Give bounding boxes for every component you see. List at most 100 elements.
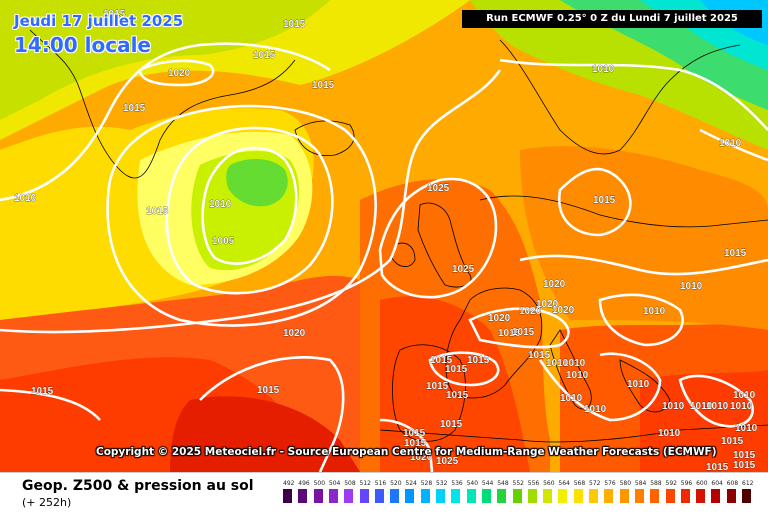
scale-label: 520 [390,480,402,487]
isobar-1025-britain [378,177,498,299]
isobar-label: 1015 [706,462,729,472]
isobar-label: 1010 [560,393,583,404]
scale-swatch [589,489,598,503]
scale-label: 564 [558,480,570,487]
isobar-1015-africa [379,418,434,472]
scale-label: 556 [527,480,540,487]
isobar-label: 1010 [592,64,615,75]
isobar-1010-balkans [598,293,684,347]
isobar-label: 1025 [427,183,450,194]
scale-swatch [344,489,354,503]
balkans-coast [619,359,671,413]
scale-swatch [359,489,369,503]
isobar-label: 1010 [627,379,650,390]
isobar-label: 1020 [536,299,559,310]
isobar-label: 1010 [643,306,666,317]
isobar-label: 1015 [440,419,463,430]
isobar-label: 1015 [312,80,335,91]
isobar-label: 1010 [730,401,753,412]
isobar-1015-low [106,104,377,327]
scale-label: 504 [328,480,341,487]
iceland-coast [294,120,355,157]
isobar-label: 1015 [721,436,744,447]
isobar-label: 1015 [498,328,521,339]
scale-label: 524 [405,480,417,487]
isobar-label: 1015 [528,350,551,361]
forecast-local-time: 14:00 locale [14,33,151,57]
field-darkred-south [170,396,360,472]
isobar-label: 1015 [512,327,535,338]
scale-label: 496 [298,480,310,487]
isobar-label: 1010 [733,390,756,401]
scale-swatch [619,489,629,503]
scale-label: 540 [466,480,479,487]
iberia-coast [392,344,466,442]
scale-swatch [573,489,583,503]
isobar-1015-scandinavia [557,167,632,237]
scale-swatch [680,489,690,503]
field-title: Geop. Z500 & pression au sol [22,478,254,494]
isobars [0,42,768,472]
scale-label: 576 [604,480,616,487]
scale-label: 580 [619,480,632,487]
scale-label: 592 [665,480,677,487]
copyright-notice: Copyright © 2025 Meteociel.fr - Source E… [96,446,717,458]
forecast-date: Jeudi 17 juillet 2025 [14,12,184,30]
isobar-label: 1015 [733,450,756,461]
scale-swatch [604,489,614,503]
isobar-label: 1020 [543,279,566,290]
scale-swatch [298,489,308,503]
isobar-label: 1015 [257,385,280,396]
isobar-label: 1010 [690,401,713,412]
scale-swatch [313,489,323,503]
scale-swatch [420,489,430,503]
scale-label: 512 [359,480,371,487]
isobar-label: 1015 [123,103,146,114]
isobar-label: 1020 [519,306,542,317]
field-green-trough [226,158,288,207]
isobar-1020-greenland [138,59,215,87]
isobar-label: 1010 [584,404,607,415]
isobar-label: 1020 [283,328,306,339]
scale-label: 516 [374,480,387,487]
scale-label: 608 [726,480,739,487]
scale-label: 528 [420,480,433,487]
scale-label: 604 [711,480,723,487]
isobar-1010-north [499,58,768,131]
scale-label: 492 [283,480,295,487]
isobar-1015-iberia [428,351,500,387]
scale-label: 612 [742,480,754,487]
model-run-banner: Run ECMWF 0.25° 0 Z du Lundi 7 juillet 2… [462,10,762,28]
isobar-label: 1015 [445,364,468,375]
isobar-label: 1015 [404,438,427,449]
scale-label: 560 [543,480,555,487]
forecast-map: 1015 1015 1015 1015 1020 1015 1015 1010 … [0,0,768,472]
scale-label: 536 [451,480,463,487]
isobar-1010-turkey [678,374,754,428]
isobar-label: 1015 [724,248,747,259]
coastlines [29,29,768,443]
isobar-label: 1015 [426,381,449,392]
britain-coast [417,202,472,288]
isobar-label: 1010 [680,281,703,292]
isobar-label: 1015 [593,195,616,206]
scale-swatch [405,489,415,503]
isobar-label: 1010 [706,401,729,412]
isobar-label: 1015 [446,390,469,401]
isobar-label: 1010 [566,370,589,381]
scandinavia-coast [499,39,741,155]
isobar-label: 1010 [735,423,758,434]
isobar-label: 1010 [662,401,685,412]
isobar-1010-low [165,126,334,295]
map-canvas: 1015 1015 1015 1015 1020 1015 1015 1010 … [0,0,768,472]
isobar-label: 1015 [103,9,126,20]
lead-time: (+ 252h) [22,496,72,509]
scale-swatch [742,489,751,503]
greenland-coast [29,29,296,179]
scale-swatch [543,489,553,503]
scale-swatch [711,489,721,503]
isobar-labels: 1015 1015 1015 1015 1020 1015 1015 1010 … [14,9,758,472]
scale-swatch [328,489,338,503]
isobar-label: 1015 [733,460,756,471]
isobar-1005 [201,146,298,265]
